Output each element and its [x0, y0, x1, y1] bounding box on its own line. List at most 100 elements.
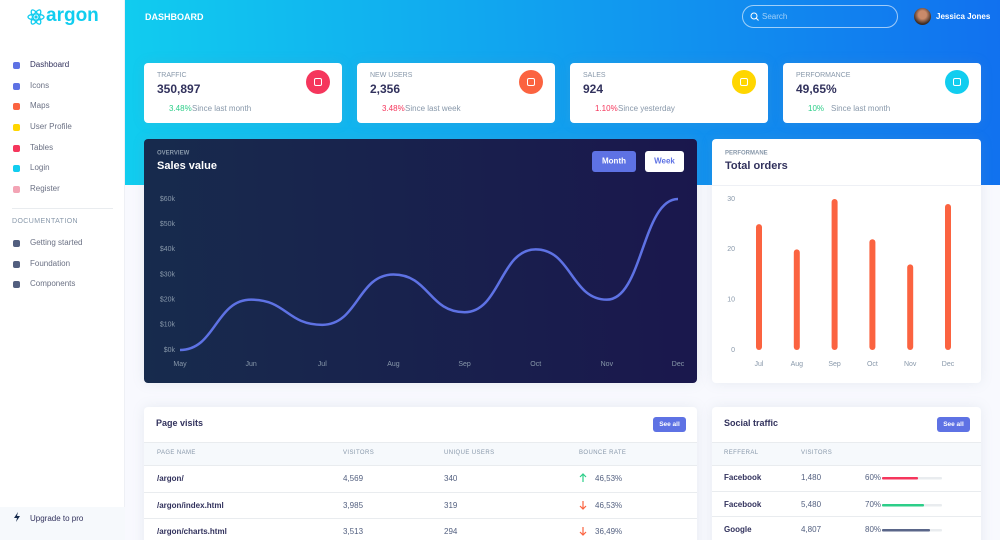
visitors: 1,480: [801, 473, 822, 482]
progress-label: 60%: [865, 473, 882, 482]
upgrade-link[interactable]: Upgrade to pro: [30, 514, 84, 523]
visitors: 4,569: [343, 474, 364, 483]
stat-icon: [306, 70, 330, 94]
nav-icon: [13, 186, 20, 193]
stat-glyph: [740, 78, 748, 86]
upgrade-icon: [14, 512, 20, 522]
toggle-button[interactable]: [592, 151, 636, 172]
user-name[interactable]: Jessica Jones: [936, 12, 991, 21]
chart-title: Sales value: [157, 160, 217, 172]
nav-item[interactable]: Maps: [30, 101, 50, 110]
toggle-label[interactable]: Month: [602, 157, 626, 166]
search-icon: [750, 12, 759, 21]
referral: Google: [724, 525, 752, 534]
y-tick-label: 20: [727, 246, 735, 253]
arrow-shape: [579, 501, 587, 510]
bar: [869, 239, 876, 350]
social-traffic-card: [712, 407, 981, 540]
nav-icon: [13, 145, 20, 152]
visitors: 3,985: [343, 501, 364, 510]
row-divider: [712, 491, 981, 492]
toggle-label[interactable]: Week: [654, 157, 675, 166]
progress-bar: [882, 477, 918, 480]
doc-item[interactable]: Components: [30, 279, 76, 288]
brand[interactable]: argon: [46, 5, 99, 26]
arrow-down: [579, 501, 587, 510]
nav-item[interactable]: Dashboard: [30, 60, 70, 69]
nav-item[interactable]: Register: [30, 184, 60, 193]
nav-item[interactable]: Login: [30, 163, 50, 172]
avatar[interactable]: [914, 8, 931, 25]
x-tick-label: Jul: [755, 361, 764, 368]
doc-icon: [13, 281, 20, 288]
progress-label: 80%: [865, 525, 882, 534]
sales-card: [144, 139, 697, 383]
search-placeholder: Search: [762, 12, 788, 21]
bounce-rate: 36,49%: [595, 527, 623, 536]
nav-item[interactable]: Icons: [30, 81, 50, 90]
stat-period: Since last month: [831, 104, 891, 113]
y-tick-label: $10k: [160, 322, 176, 329]
x-tick-label: Oct: [530, 361, 541, 368]
x-tick-label: Aug: [387, 361, 400, 368]
x-tick-label: Sep: [828, 361, 841, 368]
bar: [831, 199, 838, 350]
toggle-button[interactable]: [645, 151, 684, 172]
brand-logo: [27, 9, 45, 25]
search-box[interactable]: [742, 5, 898, 28]
y-tick-label: $30k: [160, 271, 176, 278]
bar: [793, 249, 800, 350]
doc-icon: [13, 261, 20, 268]
y-tick-label: 0: [731, 347, 735, 354]
column-header: PAGE NAME: [157, 450, 196, 456]
stat-glyph: [314, 78, 322, 86]
y-tick-label: 10: [727, 297, 735, 304]
nav-icon: [13, 62, 20, 69]
chart-overline: OVERVIEW: [157, 151, 190, 157]
stat-label: TRAFFIC: [157, 72, 187, 79]
stat-label: PERFORMANCE: [796, 72, 851, 79]
unique-users: 294: [444, 527, 458, 536]
sidebar: [0, 0, 125, 540]
nav-icon: [13, 83, 20, 90]
nav-item[interactable]: Tables: [30, 143, 54, 152]
doc-icon: [13, 240, 20, 247]
doc-item[interactable]: Foundation: [30, 259, 71, 268]
doc-item[interactable]: Getting started: [30, 238, 83, 247]
progress-bar: [882, 529, 930, 532]
see-all-button[interactable]: See all: [937, 417, 970, 432]
page-name: /argon/: [157, 474, 184, 483]
bar: [756, 224, 762, 350]
stat-icon: [732, 70, 756, 94]
stat-icon: [519, 70, 543, 94]
referral: Facebook: [724, 500, 762, 509]
stat-value: 2,356: [370, 82, 401, 96]
stat-glyph: [527, 78, 535, 86]
see-all-button[interactable]: See all: [653, 417, 686, 432]
stat-period: Since last month: [192, 104, 252, 113]
unique-users: 340: [444, 474, 458, 483]
progress-bar: [882, 504, 924, 507]
referral: Facebook: [724, 473, 762, 482]
page-title: DASHBOARD: [145, 12, 204, 22]
stat-change: 3.48%: [169, 104, 192, 113]
y-tick-label: $20k: [160, 297, 176, 304]
y-tick-label: $50k: [160, 221, 176, 228]
row-divider: [144, 492, 697, 493]
stat-icon: [945, 70, 969, 94]
y-tick-label: $0k: [164, 347, 176, 354]
arrow-down: [579, 527, 587, 536]
column-header: UNIQUE USERS: [444, 450, 495, 456]
arrow-up: [579, 473, 587, 482]
table-title: Social traffic: [724, 418, 779, 428]
column-header: VISITORS: [343, 450, 375, 456]
x-tick-label: Jul: [318, 361, 327, 368]
upgrade-bar[interactable]: [0, 507, 125, 540]
nav-item[interactable]: User Profile: [30, 122, 72, 131]
x-tick-label: Aug: [791, 361, 804, 368]
stat-label: SALES: [583, 72, 606, 79]
page-visits-card: [144, 407, 697, 540]
nav-icon: [13, 165, 20, 172]
